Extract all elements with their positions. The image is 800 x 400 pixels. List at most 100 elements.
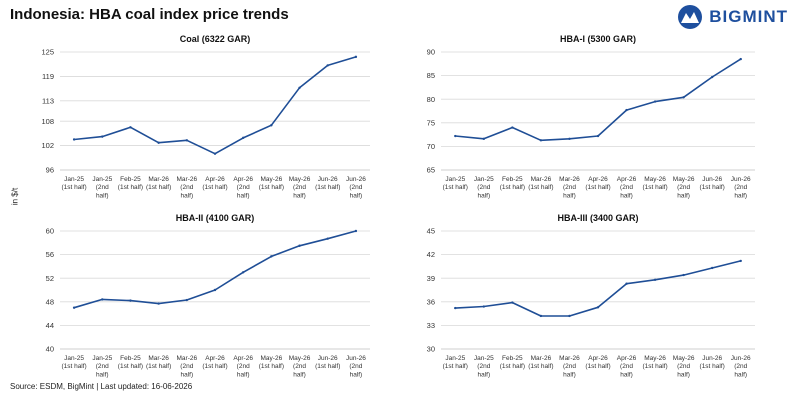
chart-3-data-point — [482, 305, 486, 308]
chart-0-x-tick: Jan-25 (2nd half) — [92, 176, 112, 199]
chart-1-x-tick: Apr-26 (1st half) — [585, 176, 610, 191]
chart-2-data-point — [129, 299, 132, 302]
chart-2-x-tick: Mar-26 (1st half) — [146, 355, 171, 370]
chart-3-title: HBA-III (3400 GAR) — [557, 213, 638, 223]
chart-0-x-tick: Jan-25 (1st half) — [61, 176, 86, 191]
chart-1-data-point — [482, 137, 486, 141]
chart-2-data-point — [298, 244, 301, 247]
chart-3-data-point — [710, 266, 714, 270]
chart-1-x-tick: Jun-26 (2nd half) — [731, 176, 751, 199]
chart-2-x-tick: Jan-25 (1st half) — [61, 355, 86, 370]
chart-3-x-tick: Jan-25 (1st half) — [443, 355, 468, 370]
y-axis-label: in $/t — [10, 187, 20, 206]
chart-2-x-tick: Jun-26 (2nd half) — [346, 355, 366, 378]
chart-0-title: Coal (6322 GAR) — [180, 34, 251, 44]
chart-3-data-point — [653, 278, 657, 281]
chart-0-y-tick: 119 — [42, 72, 54, 81]
chart-2-data-point — [72, 306, 76, 309]
chart-3-x-tick: Mar-26 (1st half) — [528, 355, 553, 370]
chart-1-x-tick: Jan-25 (2nd half) — [474, 176, 494, 199]
chart-2-x-tick: Apr-26 (2nd half) — [233, 355, 253, 378]
chart-2-x-tick: Jun-26 (1st half) — [315, 355, 340, 370]
chart-0-x-tick: Mar-26 (1st half) — [146, 176, 171, 191]
chart-1-data-point — [710, 75, 714, 79]
source-note: Source: ESDM, BigMint | Last updated: 16… — [10, 382, 193, 391]
chart-0-data-point — [270, 124, 273, 127]
chart-hba-ii-4100: HBA-II (4100 GAR) 40 44 48 52 56 60 Jan-25 (1st … — [46, 213, 370, 378]
chart-0-data-point — [298, 86, 301, 90]
chart-1-y-tick: 80 — [427, 95, 435, 104]
chart-1-x-tick: Apr-26 (2nd half) — [617, 176, 637, 199]
chart-2-y-tick: 44 — [46, 321, 54, 330]
chart-0-data-point — [185, 139, 189, 142]
chart-2-series-line — [73, 230, 357, 309]
chart-1-data-point — [682, 96, 685, 99]
chart-3-data-point — [625, 282, 628, 285]
chart-1-data-point — [739, 57, 742, 61]
chart-2-data-point — [213, 288, 217, 292]
chart-3-data-point — [596, 306, 600, 309]
chart-2-y-tick: 60 — [46, 227, 54, 236]
chart-3-y-tick: 36 — [427, 297, 435, 306]
chart-2-x-tick: Apr-26 (1st half) — [202, 355, 227, 370]
chart-0-data-point — [101, 135, 104, 138]
chart-2-data-point — [157, 302, 160, 305]
chart-1-y-tick: 75 — [427, 118, 435, 127]
chart-1-series-line — [454, 58, 742, 142]
chart-1-y-tick: 70 — [427, 142, 435, 151]
chart-0-series-line — [73, 56, 357, 155]
chart-0-data-point — [241, 136, 245, 140]
chart-0-x-tick: Jun-26 (1st half) — [315, 176, 340, 191]
chart-3-data-point — [568, 314, 571, 318]
chart-0-data-point — [326, 64, 329, 67]
chart-0-data-point — [157, 141, 160, 144]
chart-2-x-tick: Feb-25 (1st half) — [118, 355, 143, 370]
chart-1-data-point — [539, 139, 543, 142]
chart-3-y-tick: 45 — [427, 227, 435, 236]
chart-2-data-point — [101, 298, 104, 301]
globe-icon — [678, 5, 703, 29]
chart-hba-i-5300: HBA-I (5300 GAR) 65 70 75 80 85 90 Jan-25 (1st h… — [427, 34, 755, 199]
chart-0-x-tick: May-26 (2nd half) — [289, 176, 311, 199]
chart-1-data-point — [511, 126, 514, 129]
chart-0-x-tick: Feb-25 (1st half) — [118, 176, 143, 191]
chart-0-data-point — [72, 138, 76, 141]
chart-1-data-point — [625, 108, 628, 112]
brand-name: BIGMINT — [709, 7, 788, 26]
chart-1-data-point — [454, 134, 457, 138]
chart-0-x-tick: Apr-26 (2nd half) — [233, 176, 253, 199]
chart-2-data-point — [326, 237, 329, 240]
chart-2-data-point — [241, 271, 245, 274]
chart-hba-iii-3400: HBA-III (3400 GAR) 30 33 36 39 42 45 Jan-25 (1st… — [427, 213, 755, 378]
chart-0-data-point — [213, 152, 217, 155]
chart-0-x-tick: Jun-26 (2nd half) — [346, 176, 366, 199]
chart-0-x-tick: Apr-26 (1st half) — [202, 176, 227, 191]
page-title: Indonesia: HBA coal index price trends — [10, 6, 289, 23]
chart-2-y-tick: 40 — [46, 345, 54, 354]
chart-3-data-point — [511, 301, 514, 304]
chart-3-y-tick: 39 — [427, 274, 435, 283]
chart-3-data-point — [739, 259, 742, 263]
chart-2-x-tick: Jan-25 (2nd half) — [92, 355, 112, 378]
chart-1-y-tick: 65 — [427, 166, 435, 175]
chart-2-x-tick: May-26 (1st half) — [259, 355, 284, 370]
chart-2-title: HBA-II (4100 GAR) — [176, 213, 255, 223]
chart-1-title: HBA-I (5300 GAR) — [560, 34, 636, 44]
chart-3-y-tick: 42 — [427, 250, 435, 259]
chart-0-y-tick: 102 — [41, 141, 54, 150]
chart-2-y-tick: 56 — [46, 250, 54, 259]
chart-3-x-tick: Jun-26 (2nd half) — [731, 355, 751, 378]
chart-3-x-tick: Apr-26 (2nd half) — [617, 355, 637, 378]
chart-3-x-tick: Jun-26 (1st half) — [700, 355, 725, 370]
brand-logo: BIGMINT — [675, 3, 788, 31]
chart-2-y-tick: 52 — [46, 274, 54, 283]
chart-1-data-point — [596, 134, 600, 138]
chart-1-x-tick: Jan-25 (1st half) — [443, 176, 468, 191]
chart-3-x-tick: May-26 (2nd half) — [673, 355, 695, 378]
chart-2-data-point — [270, 255, 273, 258]
chart-0-x-tick: Mar-26 (2nd half) — [177, 176, 198, 199]
chart-1-y-tick: 90 — [427, 48, 435, 57]
chart-2-data-point — [354, 229, 358, 233]
chart-2-x-tick: May-26 (2nd half) — [289, 355, 311, 378]
chart-3-x-tick: May-26 (1st half) — [642, 355, 667, 370]
